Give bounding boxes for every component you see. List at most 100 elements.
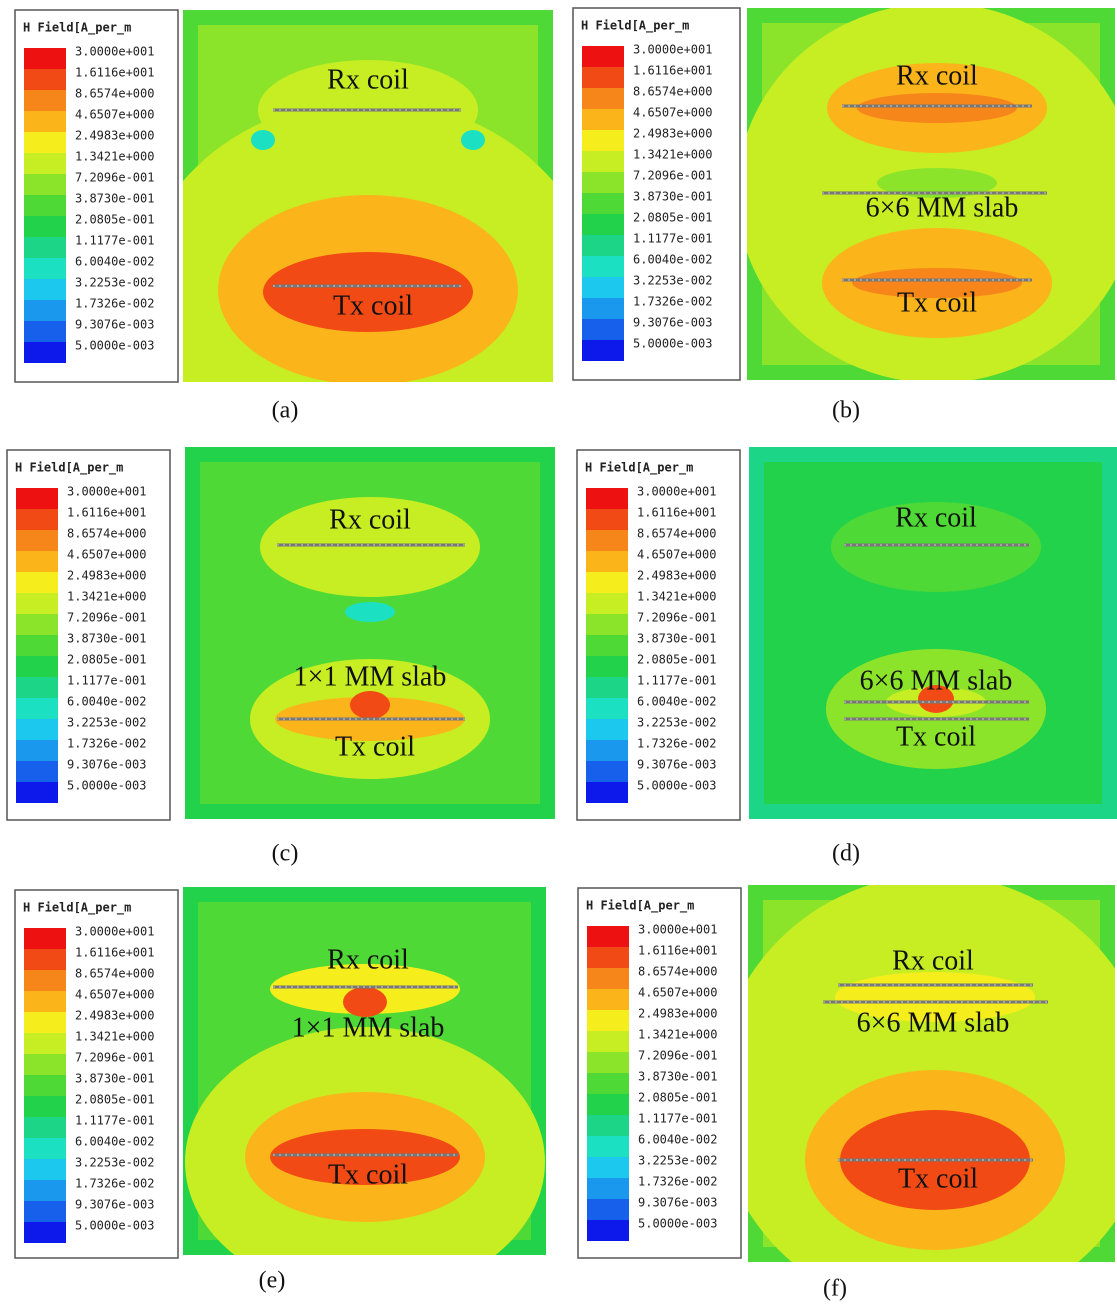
field-map: Rx coil 6×6 MM slab Tx coil xyxy=(747,8,1115,380)
legend-label: 9.3076e-003 xyxy=(637,758,716,772)
legend-label: 3.8730e-001 xyxy=(67,632,146,646)
legend-swatch xyxy=(24,90,66,111)
legend-title: H Field[A_per_m xyxy=(23,21,131,36)
legend-label: 1.7326e-002 xyxy=(67,737,146,751)
legend-swatch xyxy=(587,989,629,1010)
legend-swatch xyxy=(24,321,66,342)
legend-swatch xyxy=(587,968,629,989)
legend-label: 8.6574e+000 xyxy=(637,527,716,541)
legend-label: 5.0000e-003 xyxy=(75,339,154,353)
legend-label: 1.3421e+000 xyxy=(633,148,712,162)
panel-caption: (e) xyxy=(259,1268,286,1294)
legend-swatch xyxy=(582,130,624,151)
field-label: Tx coil xyxy=(897,287,977,318)
legend-label: 3.2253e-002 xyxy=(633,274,712,288)
legend-swatch xyxy=(582,319,624,340)
legend-label: 3.0000e+001 xyxy=(633,43,712,57)
field-label: Tx coil xyxy=(328,1159,408,1190)
legend-label: 1.7326e-002 xyxy=(637,737,716,751)
field-label: Tx coil xyxy=(896,721,976,752)
legend-label: 1.6116e+001 xyxy=(637,506,716,520)
legend-swatch xyxy=(16,782,58,803)
field-region xyxy=(263,252,473,332)
legend-label: 1.7326e-002 xyxy=(633,295,712,309)
legend-label: 9.3076e-003 xyxy=(75,1198,154,1212)
field-region xyxy=(857,93,1017,123)
legend-swatch xyxy=(24,970,66,991)
legend-label: 3.2253e-002 xyxy=(75,276,154,290)
legend-swatch xyxy=(582,214,624,235)
legend-swatch xyxy=(16,614,58,635)
legend-label: 6.0040e-002 xyxy=(75,1135,154,1149)
legend-label: 1.6116e+001 xyxy=(75,946,154,960)
legend-swatch xyxy=(586,530,628,551)
legend-label: 6.0040e-002 xyxy=(633,253,712,267)
legend-label: 1.3421e+000 xyxy=(637,590,716,604)
legend-label: 9.3076e-003 xyxy=(67,758,146,772)
legend-swatch xyxy=(586,719,628,740)
legend-label: 3.8730e-001 xyxy=(637,632,716,646)
legend-swatch xyxy=(582,340,624,361)
legend-swatch xyxy=(24,1138,66,1159)
legend-swatch xyxy=(24,991,66,1012)
legend-swatch xyxy=(24,237,66,258)
legend-label: 2.4983e+000 xyxy=(67,569,146,583)
field-label: Rx coil xyxy=(895,502,977,533)
legend-swatch xyxy=(16,719,58,740)
legend-swatch xyxy=(16,593,58,614)
legend-label: 2.0805e-001 xyxy=(75,1093,154,1107)
legend-label: 3.8730e-001 xyxy=(75,1072,154,1086)
legend-swatch xyxy=(582,235,624,256)
legend-swatch xyxy=(587,1199,629,1220)
field-label: 6×6 MM slab xyxy=(857,1007,1010,1038)
legend-swatch xyxy=(587,1073,629,1094)
legend-swatch xyxy=(24,1096,66,1117)
legend-swatch xyxy=(24,48,66,69)
legend-label: 1.1177e-001 xyxy=(638,1112,717,1126)
legend-swatch xyxy=(586,488,628,509)
field-label: Tx coil xyxy=(335,731,415,762)
legend-swatch xyxy=(24,1054,66,1075)
legend-swatch xyxy=(586,572,628,593)
legend-swatch xyxy=(24,111,66,132)
legend-swatch xyxy=(582,151,624,172)
legend-swatch xyxy=(587,1220,629,1241)
legend-swatch xyxy=(586,761,628,782)
legend-swatch xyxy=(582,109,624,130)
legend-swatch xyxy=(24,258,66,279)
legend-label: 7.2096e-001 xyxy=(75,171,154,185)
legend-label: 2.0805e-001 xyxy=(638,1091,717,1105)
legend-label: 8.6574e+000 xyxy=(75,967,154,981)
legend-label: 3.8730e-001 xyxy=(638,1070,717,1084)
legend-label: 9.3076e-003 xyxy=(633,316,712,330)
legend-label: 8.6574e+000 xyxy=(67,527,146,541)
legend-swatch xyxy=(24,1033,66,1054)
legend-swatch xyxy=(24,195,66,216)
legend-label: 2.0805e-001 xyxy=(75,213,154,227)
legend-label: 2.0805e-001 xyxy=(637,653,716,667)
legend-label: 8.6574e+000 xyxy=(638,965,717,979)
legend-swatch xyxy=(24,342,66,363)
legend-swatch xyxy=(24,928,66,949)
legend-label: 1.1177e-001 xyxy=(637,674,716,688)
legend-swatch xyxy=(24,1201,66,1222)
legend-label: 4.6507e+000 xyxy=(75,988,154,1002)
field-region xyxy=(251,130,275,150)
field-label: Rx coil xyxy=(892,945,974,976)
legend-label: 5.0000e-003 xyxy=(633,337,712,351)
legend-title: H Field[A_per_m xyxy=(581,19,689,34)
legend-label: 3.0000e+001 xyxy=(638,923,717,937)
legend-swatch xyxy=(582,46,624,67)
legend-swatch xyxy=(24,174,66,195)
legend-swatch xyxy=(24,1180,66,1201)
legend-label: 3.0000e+001 xyxy=(75,45,154,59)
legend-swatch xyxy=(582,193,624,214)
legend-label: 1.1177e-001 xyxy=(633,232,712,246)
legend-swatch xyxy=(16,740,58,761)
field-region xyxy=(918,685,954,713)
legend-label: 6.0040e-002 xyxy=(638,1133,717,1147)
legend-label: 3.0000e+001 xyxy=(67,485,146,499)
legend-swatch xyxy=(587,1010,629,1031)
field-label: Tx coil xyxy=(333,290,413,321)
